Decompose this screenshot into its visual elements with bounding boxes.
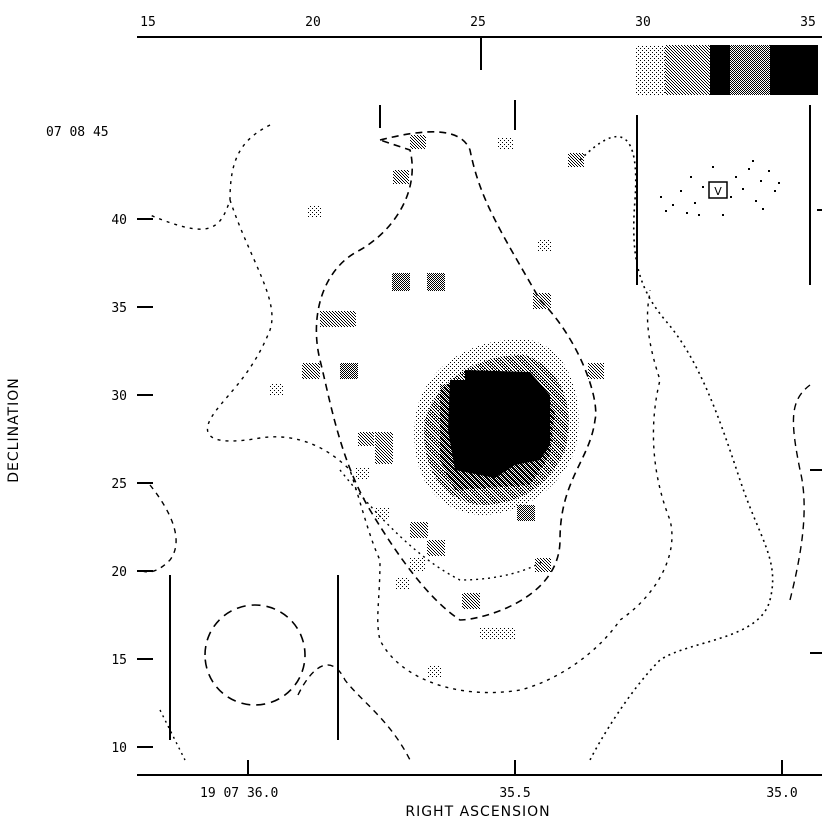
greyscale-wedge [635,45,818,95]
wedge-tick-label-0: 15 [140,15,156,30]
wedge-tick-label-1: 20 [305,15,321,30]
reference-marker: V [660,160,780,216]
y-axis-title: DECLINATION [6,377,22,482]
x-axis-ticks: 19 07 36.035.535.034.534.0 [200,760,798,801]
contour-inner-dots [339,469,546,581]
wedge-tick-label-4: 35 [800,15,816,30]
y-tick-label-7: 10 [111,741,127,756]
y-tick-label-0: 07 08 45 [46,125,109,140]
y-tick-label-3: 30 [111,389,127,404]
x-tick-label-0: 19 07 36.0 [200,786,278,801]
contour-outer-right [579,135,774,761]
y-tick-label-4: 25 [111,477,127,492]
contour-inner-ring [315,131,597,621]
contour-left-low [159,709,186,761]
wedge-ticks: 15 20 25 30 35 [140,15,816,30]
contour-beam-circle [204,604,306,706]
contour-far-right [789,384,811,601]
contour-left-edge [139,484,177,573]
vertical-markers [169,37,822,740]
greyscale-wedge-axis: 15 20 25 30 35 [137,15,822,95]
wedge-tick-label-2: 25 [470,15,486,30]
contour-levels [139,124,811,761]
y-tick-label-5: 20 [111,565,127,580]
x-tick-label-2: 35.0 [766,786,797,801]
noise-patches [270,135,604,677]
y-tick-label-2: 35 [111,301,127,316]
y-tick-label-1: 40 [111,213,127,228]
y-tick-label-6: 15 [111,653,127,668]
contour-lower-left [297,664,411,761]
x-tick-label-1: 35.5 [499,786,530,801]
source-emission [414,339,579,515]
wedge-tick-label-3: 30 [635,15,651,30]
x-axis-title: RIGHT ASCENSION [405,804,550,820]
contour-mid [149,124,673,694]
y-axis-ticks: 07 08 45 40 35 30 25 20 15 10 [46,125,153,756]
marker-symbol: V [714,185,722,198]
